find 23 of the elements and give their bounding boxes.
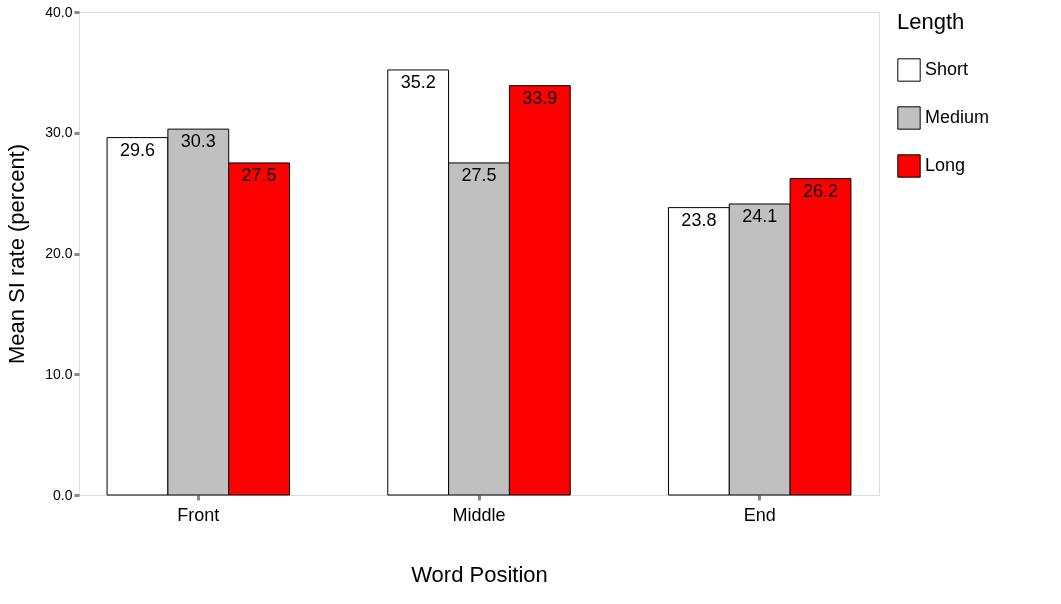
data-label: 29.6: [119, 139, 155, 160]
y-tick-label: 0.0: [53, 486, 73, 503]
x-tick-label: Middle: [452, 504, 506, 525]
data-label: 33.9: [522, 87, 558, 108]
data-label: 30.3: [180, 131, 216, 152]
data-label: 26.2: [803, 180, 839, 201]
y-tick-label: 10.0: [45, 365, 73, 382]
legend-label: Long: [925, 155, 966, 175]
y-tick-label: 20.0: [45, 245, 73, 261]
data-label: 23.8: [681, 209, 717, 230]
data-label: 27.5: [461, 164, 497, 185]
data-label: 35.2: [400, 71, 436, 92]
y-axis-title: Mean SI rate (percent): [4, 143, 30, 365]
data-label: 24.1: [742, 205, 778, 226]
x-tick-label: End: [743, 504, 776, 525]
data-label: 27.5: [241, 164, 277, 185]
legend-label: Short: [925, 59, 969, 79]
legend-label: Medium: [925, 107, 990, 127]
legend-title: Length: [897, 9, 965, 34]
y-tick-label: 30.0: [45, 124, 73, 141]
x-axis-title: Word Position: [411, 561, 548, 587]
x-tick-label: Front: [177, 504, 220, 525]
y-tick-label: 40.0: [45, 3, 73, 20]
